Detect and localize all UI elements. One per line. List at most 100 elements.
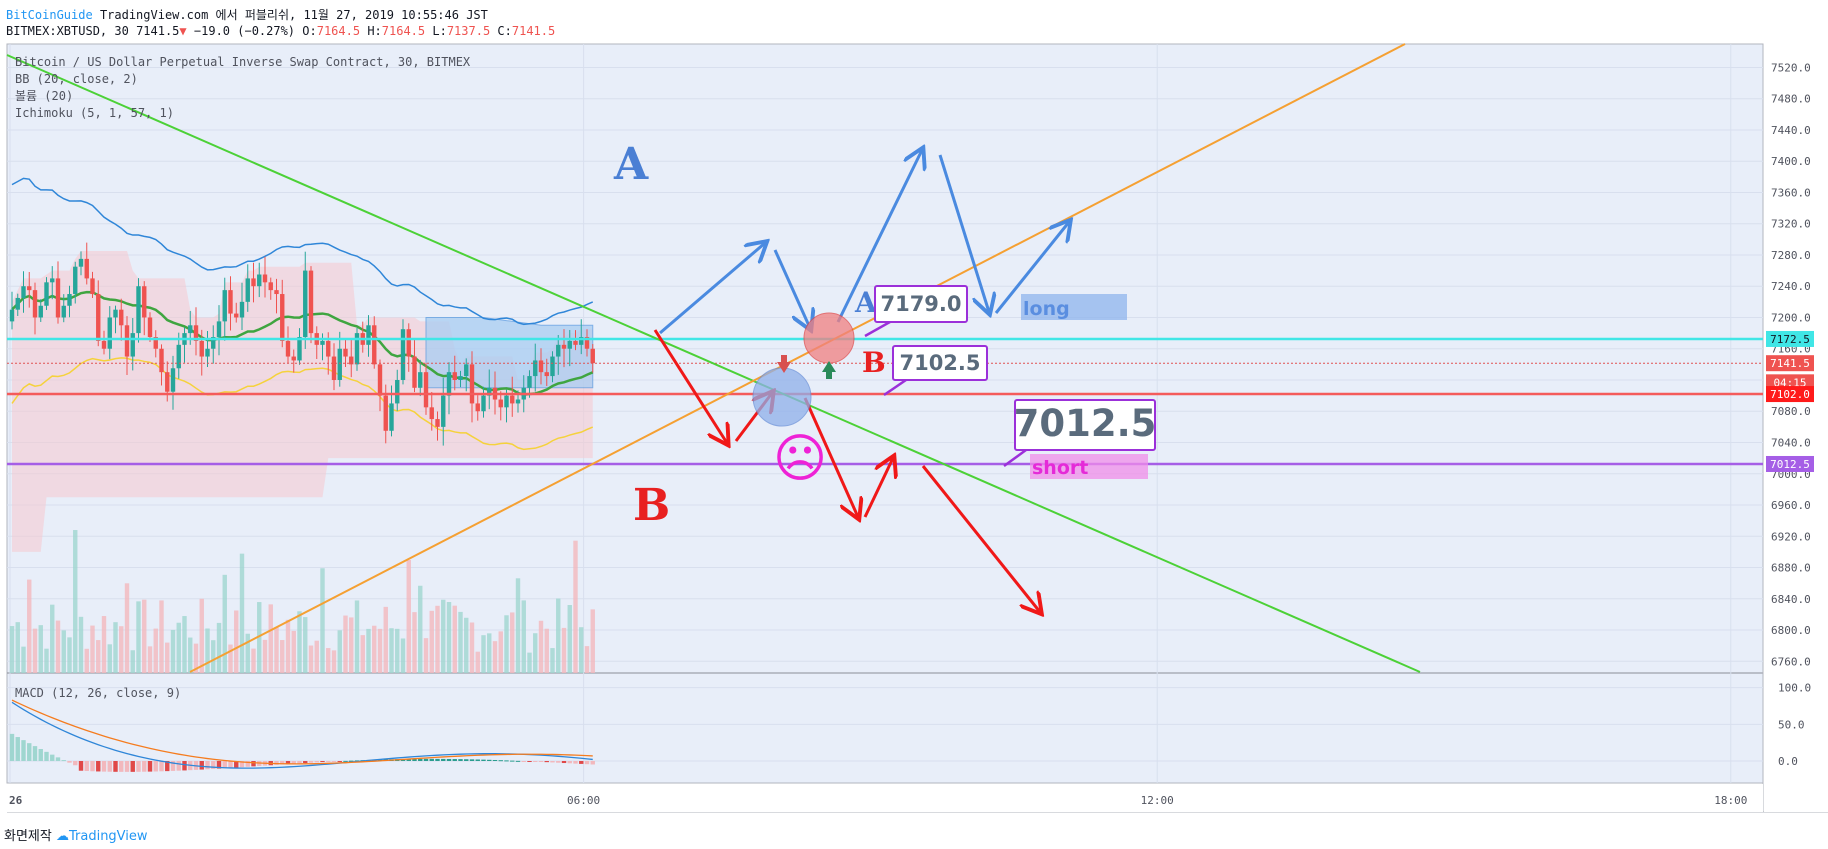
macd-histogram-bar — [498, 760, 503, 762]
sad-face-icon: ☹ — [773, 429, 827, 489]
candle-body — [538, 360, 544, 373]
price-tick-label: 6920.0 — [1771, 530, 1811, 543]
macd-histogram-bar — [446, 758, 452, 761]
macd-histogram-bar — [205, 761, 210, 770]
callout-3-text: 7012.5 — [1014, 402, 1157, 445]
candle-body — [38, 305, 43, 318]
candle-body — [354, 333, 360, 365]
tradingview-brand[interactable]: TradingView — [68, 829, 148, 844]
short-box[interactable] — [1030, 454, 1148, 479]
price-axis[interactable] — [1764, 44, 1828, 812]
macd-histogram-bar — [527, 761, 532, 762]
volume-bar — [199, 598, 204, 673]
macd-histogram-bar — [228, 761, 233, 768]
candle-body — [349, 356, 354, 365]
red-highlight-circle — [803, 312, 855, 364]
volume-bar — [147, 646, 153, 673]
volume-bar — [308, 645, 314, 673]
macd-histogram-bar — [464, 759, 469, 761]
candle-body — [90, 278, 95, 295]
volume-bar — [320, 568, 325, 673]
price-tick-label: 7360.0 — [1771, 186, 1811, 199]
volume-bar — [84, 648, 89, 673]
ohlc-header: BITMEX:XBTUSD, 30 7141.5▼ −19.0 (−0.27%)… — [6, 24, 555, 38]
close-value: 7141.5 — [511, 24, 556, 38]
macd-histogram-bar — [96, 761, 101, 772]
volume-bar — [441, 599, 446, 673]
red-arrow — [653, 329, 727, 443]
blue-highlight-circle — [752, 367, 812, 427]
macd-histogram-bar — [452, 759, 457, 761]
time-axis-labels: 26 06:00 12:00 18:00 — [9, 794, 1747, 807]
blue-arrow — [938, 154, 989, 312]
volume-bar — [492, 641, 498, 673]
macd-histogram-bar — [136, 761, 141, 772]
volume-bar — [136, 601, 141, 673]
price-tick-label: 7400.0 — [1771, 155, 1811, 168]
price-level-tag — [1766, 330, 1814, 347]
candle-body — [170, 368, 176, 392]
volume-bar — [533, 633, 538, 673]
macd-pane[interactable] — [7, 673, 1763, 783]
macd-histogram-bar — [182, 761, 187, 771]
candle-body — [429, 407, 434, 420]
legend-ichimoku: Ichimoku (5, 1, 57, 1) — [15, 106, 174, 120]
author-name[interactable]: BitCoinGuide — [6, 8, 93, 22]
candle-body — [21, 286, 26, 298]
candle-body — [504, 395, 509, 408]
volume-bar — [268, 604, 273, 673]
candle-body — [446, 372, 452, 396]
price-tick-label: 6880.0 — [1771, 562, 1811, 575]
callout-3-box[interactable] — [1014, 399, 1156, 451]
candle-body — [573, 340, 578, 345]
time-axis[interactable] — [7, 784, 1763, 812]
macd-histogram-bar — [567, 761, 572, 764]
macd-histogram-bar — [38, 749, 43, 761]
volume-bar — [377, 628, 383, 673]
candle-body — [458, 376, 463, 380]
blue-arrow — [836, 150, 922, 323]
candle-body — [377, 364, 383, 396]
macd-histogram-bar — [15, 737, 20, 761]
candle-body — [561, 344, 567, 349]
volume-bar — [165, 642, 170, 673]
long-label: long — [1023, 298, 1070, 320]
macd-histogram-bar — [291, 761, 296, 764]
callout-1-box[interactable] — [874, 285, 968, 323]
volume-bar — [96, 640, 101, 673]
macd-histogram-bar — [211, 761, 216, 769]
macd-histogram-bar — [475, 759, 480, 761]
candle-body — [515, 399, 521, 404]
high-label: H: — [367, 24, 382, 38]
volume-bar — [159, 600, 164, 673]
callout-2-box[interactable] — [892, 345, 988, 381]
candle-body — [32, 290, 38, 318]
macd-histogram-bar — [550, 761, 555, 763]
candle-body — [96, 294, 101, 341]
volume-bar — [331, 650, 337, 673]
tradingview-logo-icon[interactable]: ☁ — [55, 829, 69, 844]
candle-body — [205, 348, 210, 357]
long-box[interactable] — [1021, 294, 1127, 320]
volume-bar — [234, 610, 239, 673]
macd-histogram-bar — [533, 761, 538, 762]
candle-body — [211, 337, 216, 349]
macd-histogram-bar — [21, 740, 26, 761]
volume-bar — [153, 628, 158, 673]
volume-bar — [90, 625, 95, 673]
volume-bar — [61, 630, 66, 673]
time-tick-label: 12:00 — [1141, 794, 1174, 807]
volume-bar — [521, 600, 526, 673]
volume-bar — [475, 651, 480, 673]
candle-body — [136, 286, 141, 334]
price-level-label: 7012.5 — [1770, 458, 1810, 471]
volume-bar — [538, 620, 544, 673]
bb-lower-line — [11, 357, 594, 451]
candle-body — [107, 317, 112, 349]
candle-body — [441, 395, 446, 427]
volume-bar — [257, 602, 262, 673]
volume-bar — [550, 648, 555, 673]
candle-body — [27, 286, 32, 291]
volume-bar — [579, 627, 584, 673]
